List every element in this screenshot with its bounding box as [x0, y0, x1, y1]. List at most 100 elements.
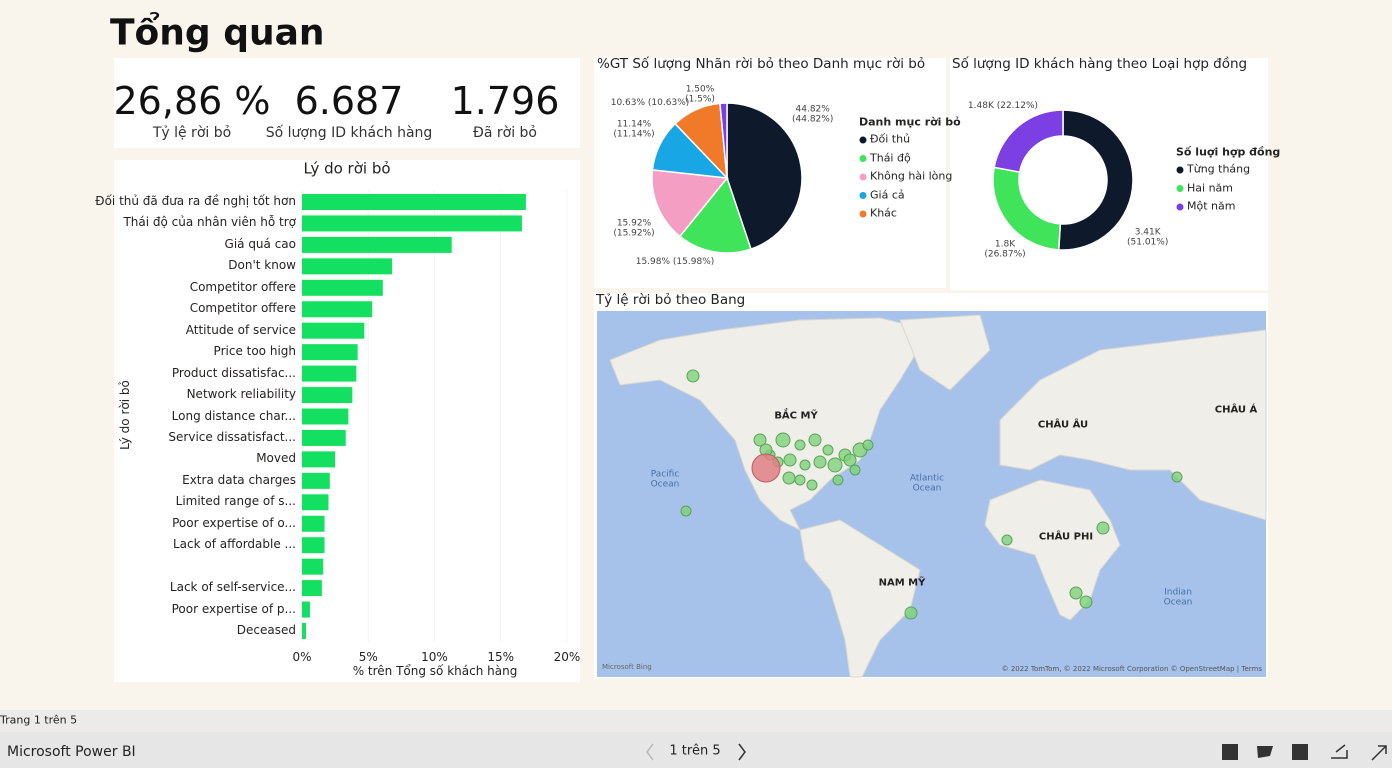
category-label: Network reliability — [186, 387, 296, 402]
legend-label: Khác — [870, 206, 897, 220]
kpi-label: Đã rời bỏ — [473, 124, 537, 141]
map-bubble — [680, 505, 692, 517]
category-label: Competitor offere — [189, 301, 296, 316]
map-bubble — [775, 432, 791, 448]
legend-title: Danh mục rời bỏ — [859, 115, 961, 129]
bar — [302, 515, 325, 532]
data-label: 1.48K (22.12%) — [967, 100, 1039, 111]
category-label: Poor expertise of p... — [171, 601, 296, 616]
legend-swatch — [859, 136, 867, 144]
bar — [302, 301, 373, 318]
map-attribution: © 2022 TomTom, © 2022 Microsoft Corporat… — [1001, 664, 1262, 673]
chart-title: Tỷ lệ rời bỏ theo Bang — [596, 292, 746, 309]
data-label: 1.50% (1.5%) — [685, 84, 715, 105]
category-label: Service dissatisfact... — [168, 430, 296, 445]
x-tick-label: 20% — [553, 650, 581, 665]
map-bubble — [849, 464, 861, 476]
category-label: Moved — [256, 451, 296, 466]
map-bubble — [1171, 471, 1183, 483]
map-bubble — [1069, 586, 1083, 600]
map-label: BẮC MỸ — [774, 410, 818, 422]
category-label: Giá quá cao — [224, 236, 296, 251]
bottom-bar — [0, 732, 1392, 768]
category-label: Thái độ của nhân viên hỗ trợ — [123, 215, 296, 230]
map-bubble — [794, 474, 806, 486]
category-label: Long distance char... — [171, 408, 296, 423]
status-bar — [0, 710, 1392, 732]
map-label: CHÂU PHI — [1038, 531, 1094, 543]
map-label: Pacific Ocean — [650, 469, 680, 490]
map-bubble — [783, 453, 797, 467]
bar — [302, 258, 393, 275]
x-tick-label: 15% — [487, 650, 515, 665]
next-page[interactable] — [738, 743, 746, 761]
facebook-share[interactable] — [1222, 744, 1238, 760]
legend-swatch — [1176, 185, 1184, 192]
legend-label: Từng tháng — [1187, 162, 1251, 176]
legend-swatch — [859, 173, 867, 181]
map-label: NAM MỸ — [878, 577, 926, 589]
bar — [302, 558, 324, 575]
kpi-card — [114, 58, 580, 148]
slice — [678, 176, 752, 254]
legend-label: Một năm — [1187, 199, 1236, 213]
bar — [302, 429, 346, 446]
map-bubble — [813, 455, 827, 469]
chart-title: Số lượng ID khách hàng theo Loại hợp đồn… — [952, 56, 1248, 73]
map-bubble — [904, 606, 918, 620]
legend-swatch — [1176, 203, 1184, 211]
bar — [302, 344, 358, 361]
map-bubble — [806, 479, 818, 491]
category-label: Extra data charges — [182, 472, 296, 487]
legend-swatch — [859, 192, 867, 199]
slice — [1057, 109, 1134, 251]
kpi-value: 26,86 % — [113, 79, 271, 124]
bar — [302, 451, 336, 468]
category-label: Price too high — [213, 344, 296, 359]
map-bubble — [862, 439, 874, 451]
twitter-share[interactable] — [1257, 746, 1273, 758]
bar — [302, 365, 357, 382]
category-label: Lack of affordable ... — [172, 537, 296, 552]
data-label: 3.41K (51.01%) — [1127, 227, 1169, 248]
bar — [302, 623, 306, 639]
legend-label: Giá cả — [870, 188, 905, 202]
bar — [302, 279, 383, 296]
legend-label: Hai năm — [1187, 181, 1233, 195]
map-bubble — [827, 457, 843, 473]
map-label: CHÂU Á — [1214, 404, 1258, 416]
category-label: Lack of self-service... — [169, 580, 296, 595]
map-bubble — [753, 433, 767, 447]
prev-page[interactable] — [646, 743, 654, 761]
bar — [302, 537, 325, 554]
category-label: Attitude of service — [185, 322, 296, 337]
legend-swatch — [1176, 166, 1184, 174]
fullscreen[interactable] — [1371, 745, 1387, 761]
slice — [726, 102, 803, 251]
map-logo: Microsoft Bing — [602, 662, 652, 671]
share[interactable] — [1331, 744, 1348, 759]
category-label: Don't know — [228, 258, 296, 273]
map-bubble — [843, 453, 857, 467]
category-label: Product dissatisfac... — [171, 365, 296, 380]
legend-label: Đối thủ — [870, 132, 911, 146]
legend-label: Thái độ — [870, 151, 911, 165]
x-tick-label: 5% — [358, 650, 378, 665]
map-bubble — [1079, 595, 1093, 609]
map-label: Atlantic Ocean — [909, 473, 945, 494]
x-axis-title: % trên Tổng số khách hàng — [352, 664, 518, 679]
slice — [993, 109, 1064, 173]
slice — [719, 102, 728, 179]
x-tick-label: 0% — [292, 650, 312, 665]
category-label: Poor expertise of o... — [172, 515, 296, 530]
legend-title: Số luợi hợp đồng — [1176, 145, 1281, 159]
linkedin-share[interactable] — [1292, 744, 1308, 760]
kpi-value: 1.796 — [450, 79, 560, 124]
bar — [302, 580, 322, 597]
pager: 1 trên 5 — [669, 743, 721, 759]
map-bubble — [794, 439, 806, 451]
map-bubble — [1096, 521, 1110, 535]
map-bubbles — [680, 369, 1183, 620]
map-bubble — [1001, 534, 1013, 546]
